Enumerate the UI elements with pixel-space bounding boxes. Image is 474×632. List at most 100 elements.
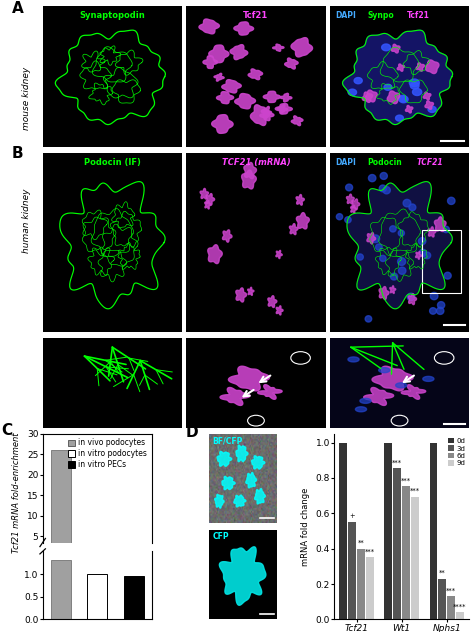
Bar [411,497,419,619]
Bar [124,553,144,557]
Polygon shape [230,45,248,59]
Polygon shape [419,238,426,245]
Polygon shape [434,217,446,231]
Polygon shape [346,184,353,191]
Bar [124,576,144,619]
Polygon shape [382,44,391,51]
Polygon shape [405,106,413,113]
Text: Synpo: Synpo [367,11,394,20]
Text: DAPI: DAPI [336,11,356,20]
Polygon shape [268,296,277,308]
Polygon shape [200,188,209,199]
Text: ****: **** [453,604,467,610]
Bar [429,442,438,619]
Text: mouse kidney: mouse kidney [22,66,30,130]
Polygon shape [423,92,431,100]
Bar [393,468,401,619]
Bar [438,579,447,619]
Polygon shape [379,185,386,192]
Polygon shape [222,230,232,242]
Text: Synaptopodin: Synaptopodin [80,11,145,20]
Polygon shape [212,114,233,133]
Text: ***: *** [392,459,402,466]
Polygon shape [250,105,270,126]
Polygon shape [365,90,377,102]
Polygon shape [428,106,436,112]
Polygon shape [203,56,218,68]
Text: B: B [12,146,24,161]
Polygon shape [372,235,380,243]
Bar [339,442,347,619]
Polygon shape [447,197,455,205]
Polygon shape [362,92,373,102]
Polygon shape [276,306,283,315]
Polygon shape [275,104,292,114]
Polygon shape [277,104,288,114]
Polygon shape [383,186,390,194]
Text: CFP: CFP [212,532,229,542]
Polygon shape [246,473,256,488]
Polygon shape [398,230,404,236]
Text: Tcf21: Tcf21 [407,11,429,20]
Text: ***: *** [446,588,456,593]
Polygon shape [429,308,437,314]
Polygon shape [351,205,356,213]
Polygon shape [273,44,284,51]
Polygon shape [260,110,274,121]
Polygon shape [364,387,393,405]
Polygon shape [215,494,224,508]
Polygon shape [410,82,419,89]
Polygon shape [368,174,376,181]
Polygon shape [399,267,406,274]
Polygon shape [347,181,452,309]
Text: ***: *** [410,488,420,494]
Polygon shape [380,173,387,179]
Y-axis label: mRNA fold change: mRNA fold change [301,487,310,566]
Polygon shape [219,547,266,605]
Legend: in vivo podocytes, in vitro podocytes, in vitro PECs: in vivo podocytes, in vitro podocytes, i… [67,437,148,470]
Polygon shape [407,293,415,301]
Polygon shape [248,69,263,80]
Polygon shape [398,258,406,265]
Polygon shape [419,249,427,256]
Polygon shape [356,407,366,412]
Polygon shape [235,94,255,109]
Text: BF/CFP: BF/CFP [212,437,243,446]
Polygon shape [222,477,235,490]
Polygon shape [290,224,298,234]
Polygon shape [401,385,426,399]
Polygon shape [352,199,360,210]
Text: TCF21 (mRNA): TCF21 (mRNA) [221,159,291,167]
Polygon shape [354,78,362,83]
Polygon shape [242,170,256,189]
Bar [348,522,356,619]
Text: Podocin (IF): Podocin (IF) [84,159,141,167]
Polygon shape [199,19,219,34]
Text: **: ** [439,570,446,576]
Text: +: + [349,513,355,520]
Polygon shape [379,286,389,300]
Text: DAPI: DAPI [336,159,356,167]
Polygon shape [348,89,356,95]
Polygon shape [430,293,438,300]
Text: **: ** [357,540,365,546]
Polygon shape [236,288,246,302]
Polygon shape [258,385,282,399]
Bar [384,442,392,619]
Bar [51,450,71,557]
Bar [402,486,410,619]
Bar [447,597,455,619]
Polygon shape [424,252,431,258]
Text: D: D [185,425,198,440]
Polygon shape [396,115,403,121]
Text: E: E [291,415,301,430]
Polygon shape [292,116,303,126]
Polygon shape [403,199,411,207]
Text: Podocin: Podocin [367,159,402,167]
Polygon shape [390,226,396,232]
Polygon shape [228,366,270,391]
Polygon shape [252,456,265,469]
Polygon shape [296,212,310,229]
Polygon shape [234,495,246,507]
Polygon shape [399,96,408,103]
